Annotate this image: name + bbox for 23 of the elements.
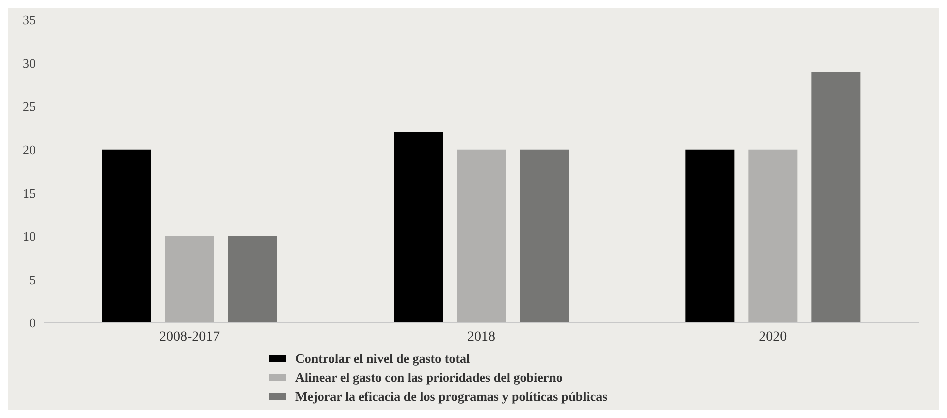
y-tick-label: 10 [23,229,36,244]
legend-label: Alinear el gasto con las prioridades del gobierno [296,370,563,386]
bar [165,236,214,323]
bar [520,150,569,323]
y-tick-label: 5 [30,272,36,288]
bar [228,236,278,323]
x-tick-label: 2020 [759,330,788,345]
bar [812,72,861,323]
y-tick-label: 0 [30,316,36,331]
bar [102,150,152,323]
bar [748,150,798,323]
x-tick-label: 2008-2017 [159,330,220,345]
bar [394,132,443,323]
y-tick-label: 20 [23,142,36,158]
y-tick-label: 30 [23,56,36,71]
x-tick-label: 2018 [468,330,496,345]
legend-label: Controlar el nivel de gasto total [296,350,470,366]
y-tick-label: 25 [23,99,36,114]
legend-label: Mejorar la eficacia de los programas y políticas públicas [296,388,608,404]
y-tick-label: 35 [23,12,36,28]
bar [457,150,506,323]
y-tick-label: 15 [23,186,36,201]
bar [686,150,735,323]
